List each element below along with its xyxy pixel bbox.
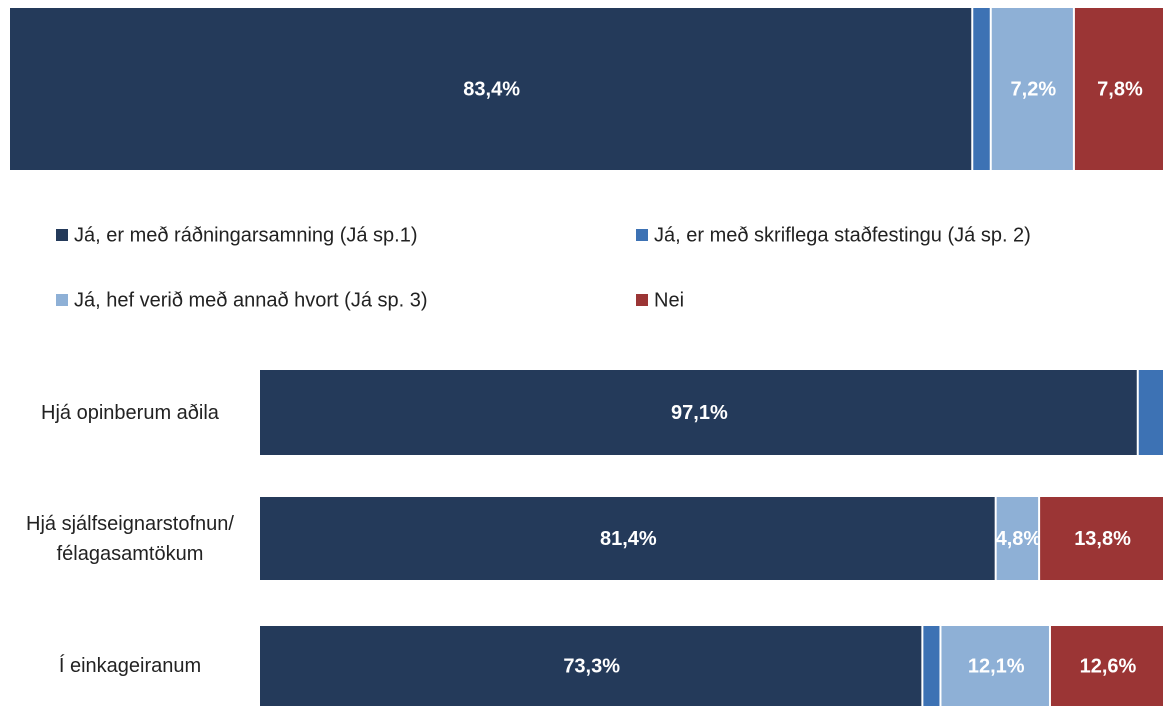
bar-segment (941, 626, 1049, 706)
category-label: Hjá sjálfseignarstofnun/ félagasamtökum (26, 512, 234, 565)
value-label: 81,4% (600, 528, 657, 550)
bar-segment (260, 626, 922, 706)
value-label: 7,8% (1097, 78, 1143, 100)
bar-segment (1138, 370, 1163, 455)
legend-label: Já, hef verið með annað hvort (Já sp. 3) (74, 289, 428, 311)
bar-segment (996, 497, 1039, 580)
category-label: Í einkageiranum (58, 655, 202, 677)
bar-segment (1040, 497, 1163, 580)
bar-segment (923, 626, 940, 706)
legend-label: Já, er með ráðningarsamning (Já sp.1) (74, 224, 418, 246)
value-label: 97,1% (671, 402, 728, 424)
bar-segment (1050, 626, 1163, 706)
legend-swatch (636, 294, 648, 306)
value-label: 7,2% (1011, 78, 1057, 100)
legend-label: Nei (654, 289, 684, 311)
legend-swatch (56, 294, 68, 306)
value-label: 12,1% (968, 655, 1025, 677)
category-label: Hjá opinberum aðila (41, 401, 219, 424)
value-label: 12,6% (1080, 655, 1137, 677)
bar-segment (991, 8, 1073, 170)
value-label: 4,8% (996, 528, 1042, 550)
bar-segment (260, 497, 995, 580)
bar-segment (260, 370, 1137, 455)
legend-label: Já, er með skriflega staðfestingu (Já sp… (654, 224, 1031, 246)
bar-segment (1074, 8, 1163, 170)
bar-segment (973, 8, 990, 170)
value-label: 83,4% (463, 78, 520, 100)
bar-segment (10, 8, 972, 170)
value-label: 13,8% (1074, 528, 1131, 550)
legend-swatch (636, 229, 648, 241)
legend-swatch (56, 229, 68, 241)
value-label: 73,3% (563, 655, 620, 677)
